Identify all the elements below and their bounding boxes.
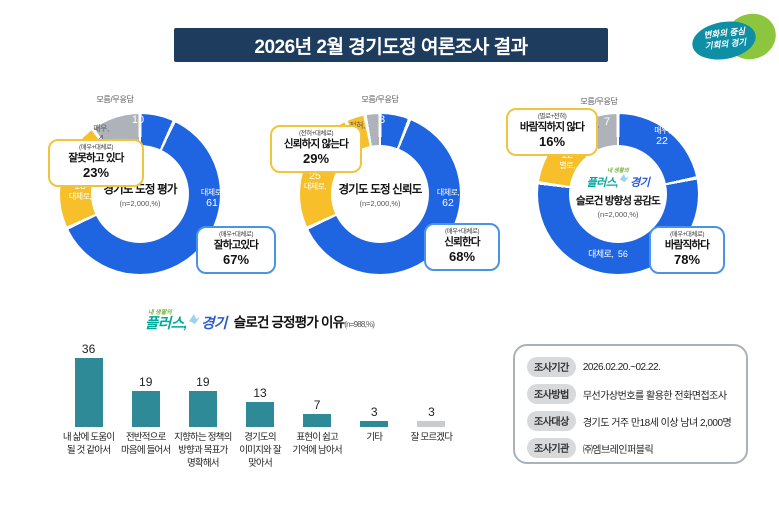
bar: [303, 413, 332, 427]
bar-category-label: 잘 모르겠다: [410, 432, 453, 443]
sparkle-icon: [618, 174, 630, 186]
bar-value: 13: [253, 386, 267, 401]
bar-category-label: 표현이 쉽고 기억에 남아서: [292, 432, 342, 456]
category-labels: 내 삶에 도움이 될 것 같아서 전반적으로 마음에 들어서 지향하는 정책의 방향…: [60, 427, 460, 487]
slice-label-somewhat-positive: 대체로, 56: [588, 249, 628, 259]
info-value: ㈜엠브레인퍼블릭: [582, 444, 654, 456]
dont-know-value: 10: [131, 114, 145, 126]
bar-value: 19: [139, 374, 153, 389]
bar-category-label: 기타: [366, 432, 383, 443]
bar-column: 3: [403, 405, 460, 427]
bar-chart-slogan-positive-reasons: 36 19 19 13 7 3 3 내 삶에 도움이 될 것 같아서 전반적으로 마음에 들어…: [60, 342, 460, 487]
slice-label-somewhat-positive: 대체로, 61: [200, 188, 224, 210]
donut-chart-governance-evaluation: 경기도 도정 평가 (n=2,000,%) 모름/무응답 10 매우, 7 대체로…: [20, 94, 276, 299]
sample-size-label: (n=2,000,%): [597, 210, 639, 220]
positive-callout: (매우+대체로) 잘하고있다 67%: [196, 226, 276, 274]
sample-size-label: (n=2,000,%): [119, 198, 161, 208]
sample-size-label: (n=2,000,%): [359, 198, 401, 208]
bars-area: 36 19 19 13 7 3 3: [60, 342, 460, 427]
negative-callout: (매우+대체로) 잘못하고 있다 23%: [48, 139, 144, 187]
info-row: 조사대상 경기도 거주 만18세 이상 남녀 2,000명: [527, 411, 740, 431]
dont-know-label: 모름/무응답: [96, 95, 134, 104]
bar-value: 7: [313, 397, 321, 412]
info-label-badge: 조사기관: [527, 438, 576, 458]
donut-chart-governance-trust: 경기도 도정 신뢰도 (n=2,000,%) 모름/무응답 3 매우, 6 대체로…: [260, 94, 516, 299]
negative-callout: (전혀+대체로) 신뢰하지 않는다 29%: [270, 125, 362, 173]
plus-gyeonggi-logo: 내 생활의 플러스, 경기: [145, 310, 227, 332]
info-row: 조사기간 2026.02.20.~02.22.: [527, 357, 740, 377]
negative-callout: (별로+전혀) 바람직하지 않다 16%: [506, 108, 598, 156]
slice-label-very-positive: 매우, 6: [443, 119, 459, 141]
survey-info-box: 조사기간 2026.02.20.~02.22. 조사방법 무선가상번호를 활용한 전화…: [513, 344, 748, 464]
bar-column: 19: [117, 375, 174, 427]
bar-value: 3: [370, 405, 378, 420]
gyeonggi-logo: 변화의 중심 기회의 경기: [689, 7, 779, 67]
sparkle-icon: [187, 313, 201, 329]
info-label-badge: 조사방법: [527, 384, 576, 404]
info-label-badge: 조사대상: [527, 411, 576, 431]
page-title: 2026년 2월 경기도정 여론조사 결과: [174, 28, 608, 62]
bar: [245, 402, 274, 427]
bar-value: 19: [196, 374, 210, 389]
bar-chart-title: 내 생활의 플러스, 경기 슬로건 긍정평가 이유(n=988,%): [145, 310, 375, 332]
bar: [131, 390, 160, 427]
slice-label-very-positive: 매우, 7: [190, 116, 206, 138]
slice-label-somewhat-positive: 대체로, 62: [436, 188, 460, 210]
dont-know-label: 모름/무응답: [580, 97, 618, 106]
bar-column: 3: [346, 405, 403, 427]
bar-category-label: 내 삶에 도움이 될 것 같아서: [62, 432, 115, 456]
bar-column: 13: [231, 386, 288, 427]
bar-chart-title-text: 슬로건 긍정평가 이유(n=988,%): [233, 315, 375, 330]
info-value: 2026.02.20.~02.22.: [582, 361, 661, 373]
slice-label-very-positive: 매우, 22: [654, 126, 670, 148]
bar-column: 7: [289, 398, 346, 427]
info-row: 조사방법 무선가상번호를 활용한 전화면접조사: [527, 384, 740, 404]
bar-column: 19: [174, 375, 231, 427]
bar-category-label: 지향하는 정책의 방향과 목표가 명확해서: [174, 432, 232, 469]
donut-chart-slogan-sympathy: 내 생활의 플러스, 경기 슬로건 방향성 공감도 (n=2,000,%) 모름/…: [498, 94, 754, 299]
chart-title: 슬로건 방향성 공감도: [576, 195, 661, 208]
info-value: 경기도 거주 만18세 이상 남녀 2,000명: [582, 417, 732, 429]
bar-category-label: 전반적으로 마음에 들어서: [120, 432, 171, 456]
dont-know-value: 3: [378, 114, 386, 126]
sample-size-label: (n=988,%): [344, 320, 375, 329]
dont-know-value: 7: [603, 116, 611, 128]
bar-column: 36: [60, 342, 117, 427]
bar: [360, 421, 389, 427]
plus-gyeonggi-logo: 내 생활의 플러스, 경기: [586, 167, 650, 190]
positive-callout: (매우+대체로) 바람직하다 78%: [649, 226, 725, 274]
positive-callout: (매우+대체로) 신뢰한다 68%: [424, 223, 500, 271]
info-row: 조사기관 ㈜엠브레인퍼블릭: [527, 438, 740, 458]
bar: [74, 357, 103, 427]
bar-value: 36: [81, 341, 96, 356]
slice-label-somewhat-negative: 25 대체로,: [303, 170, 327, 192]
dont-know-label: 모름/무응답: [361, 95, 399, 104]
donut-center: 내 생활의 플러스, 경기 슬로건 방향성 공감도 (n=2,000,%): [569, 145, 667, 243]
bar: [188, 390, 217, 427]
chart-title: 경기도 도정 평가: [103, 183, 177, 196]
info-value: 무선가상번호를 활용한 전화면접조사: [582, 390, 727, 402]
chart-title: 경기도 도정 신뢰도: [338, 183, 422, 196]
bar: [417, 421, 446, 427]
bar-value: 3: [428, 405, 435, 420]
bar-category-label: 경기도의 이미지와 잘 맞아서: [239, 432, 281, 469]
info-label-badge: 조사기간: [527, 357, 576, 377]
